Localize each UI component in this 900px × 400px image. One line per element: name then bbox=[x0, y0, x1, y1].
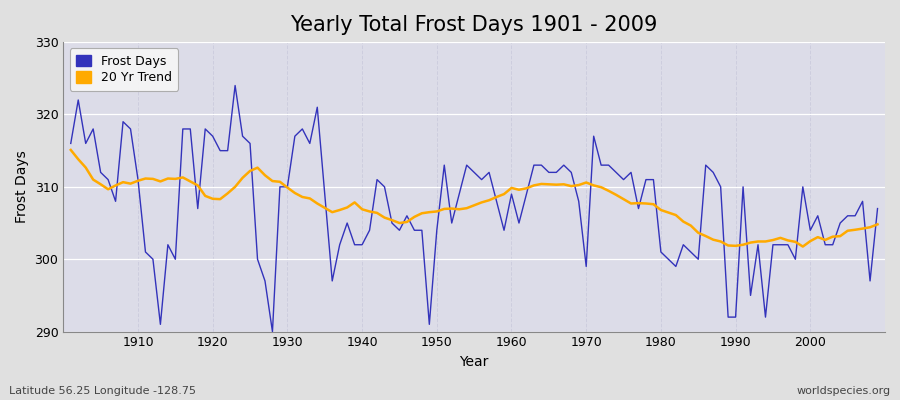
X-axis label: Year: Year bbox=[460, 355, 489, 369]
Title: Yearly Total Frost Days 1901 - 2009: Yearly Total Frost Days 1901 - 2009 bbox=[291, 15, 658, 35]
Y-axis label: Frost Days: Frost Days bbox=[15, 150, 29, 223]
Legend: Frost Days, 20 Yr Trend: Frost Days, 20 Yr Trend bbox=[69, 48, 178, 91]
Text: Latitude 56.25 Longitude -128.75: Latitude 56.25 Longitude -128.75 bbox=[9, 386, 196, 396]
Text: worldspecies.org: worldspecies.org bbox=[796, 386, 891, 396]
